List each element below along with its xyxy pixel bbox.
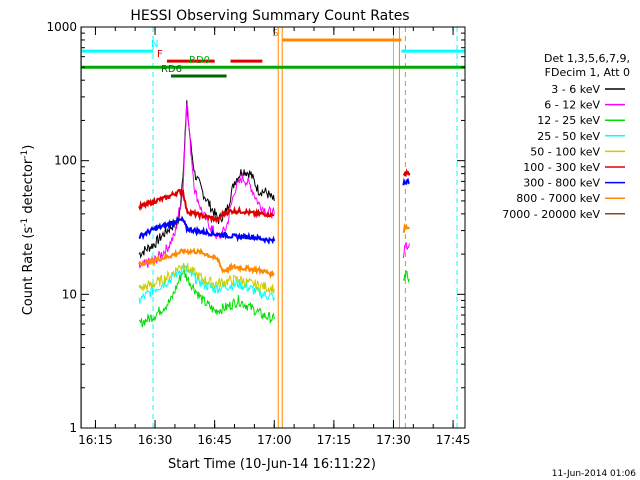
- legend-entry-label: 7000 - 20000 keV: [502, 208, 600, 221]
- flag-label-n: N: [151, 39, 158, 50]
- series-line: [138, 263, 275, 305]
- series-line: [138, 267, 275, 328]
- y-axis-label-sup2: -1: [20, 150, 30, 159]
- legend-entry-label: 300 - 800 keV: [523, 177, 600, 190]
- legend-entry-label: 3 - 6 keV: [551, 83, 600, 96]
- flag-label-s: S: [272, 28, 278, 39]
- legend: Det 1,3,5,6,7,9,FDecim 1, Att 0 3 - 6 keV…: [502, 52, 630, 221]
- footer-timestamp: 11-Jun-2014 01:06: [552, 469, 636, 479]
- y-axis-label-sup1: -1: [20, 218, 30, 227]
- x-tick-label: 16:15: [78, 433, 113, 447]
- series-line: [402, 242, 410, 258]
- x-tick-label: 17:15: [317, 433, 352, 447]
- legend-entry-label: 800 - 7000 keV: [516, 192, 600, 205]
- x-tick-label: 16:30: [138, 433, 173, 447]
- y-tick-label: 1000: [46, 20, 77, 34]
- y-axis-label-mid: detector: [21, 158, 36, 218]
- y-axis-label-main: Count Rate (s: [21, 227, 36, 316]
- legend-header: Det 1,3,5,6,7,9,: [544, 52, 630, 65]
- series-line: [138, 188, 275, 224]
- x-tick-label: 16:45: [197, 433, 232, 447]
- legend-entry-label: 25 - 50 keV: [537, 130, 600, 143]
- y-axis-label-end: ): [21, 145, 36, 150]
- axis-ticks: 16:15 16:30 16:45 17:00 17:15 17:30 17:45 1 10 10…: [46, 20, 470, 447]
- legend-entry-label: 6 - 12 keV: [544, 99, 600, 112]
- legend-header: FDecim 1, Att 0: [545, 66, 630, 79]
- plot-area: N S F RD0 RD6: [81, 27, 465, 428]
- legend-entry-label: 12 - 25 keV: [537, 114, 600, 127]
- x-tick-label: 17:00: [257, 433, 292, 447]
- x-tick-label: 17:45: [436, 433, 471, 447]
- series-line: [402, 177, 410, 186]
- y-tick-label: 100: [54, 154, 77, 168]
- legend-entry-label: 50 - 100 keV: [530, 145, 600, 158]
- y-axis-label: Count Rate (s-1 detector-1): [20, 145, 36, 316]
- flag-label-rd6: RD6: [161, 64, 182, 75]
- series-line: [402, 168, 411, 178]
- series-line: [138, 103, 275, 269]
- flag-label-rd0: RD0: [189, 55, 210, 66]
- chart-title: HESSI Observing Summary Count Rates: [130, 8, 409, 24]
- series-line: [138, 215, 276, 245]
- plot-frame: [80, 26, 466, 429]
- y-tick-label: 1: [69, 421, 77, 435]
- series-line: [402, 270, 410, 284]
- series-line: [138, 247, 275, 280]
- x-tick-label: 17:30: [376, 433, 411, 447]
- series-line: [402, 223, 411, 234]
- y-tick-label: 10: [62, 287, 77, 301]
- flag-label-f: F: [157, 49, 163, 60]
- series-line: [138, 262, 275, 294]
- x-axis-label: Start Time (10-Jun-14 16:11:22): [168, 457, 376, 472]
- series-line: [138, 100, 275, 259]
- legend-entry-label: 100 - 300 keV: [523, 161, 600, 174]
